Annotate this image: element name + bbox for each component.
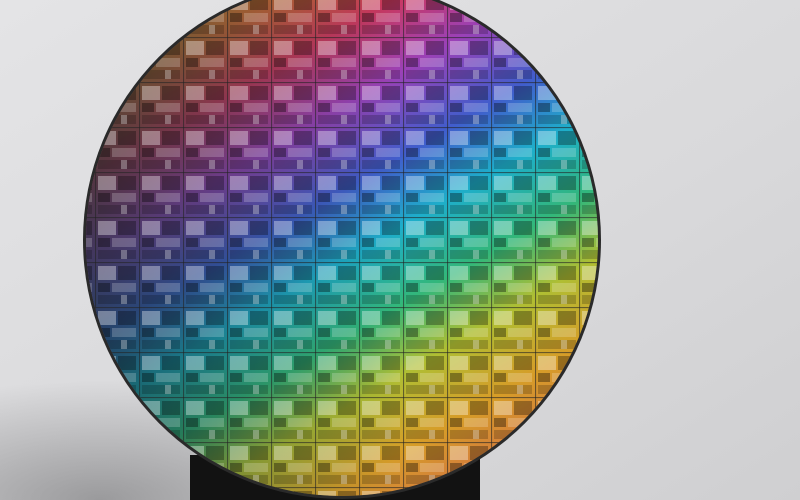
wafer-surface bbox=[86, 0, 598, 496]
